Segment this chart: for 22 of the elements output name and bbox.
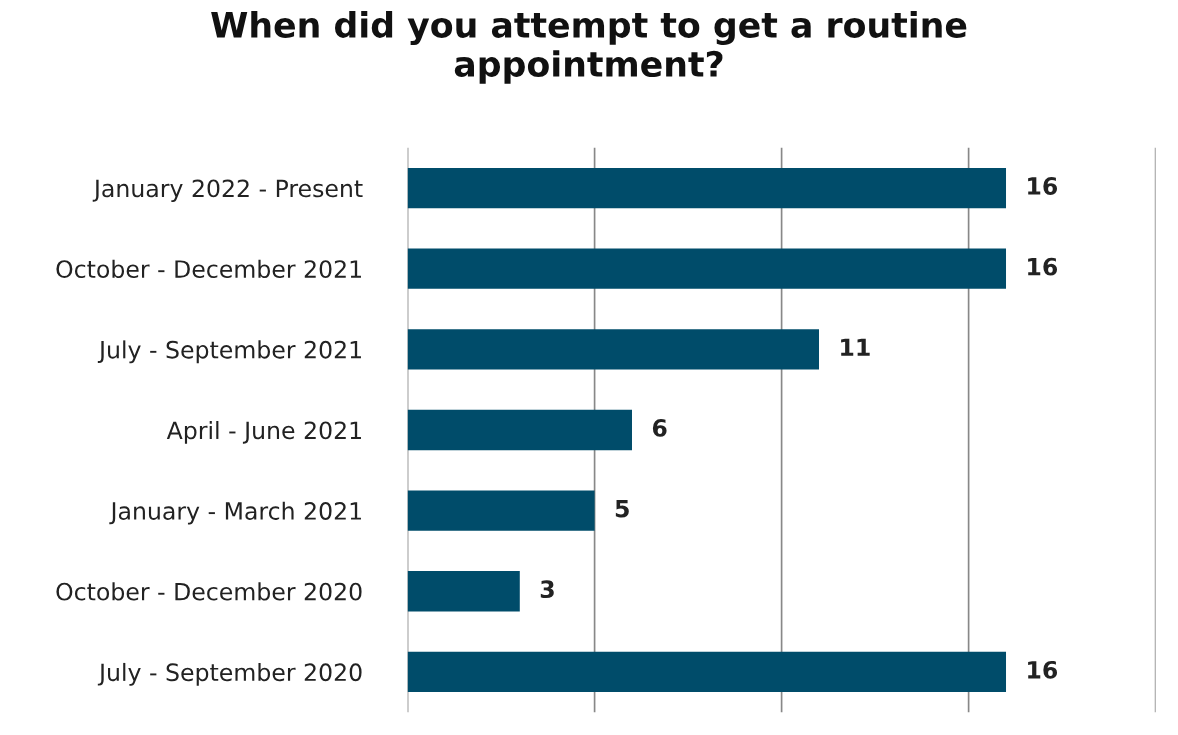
bar xyxy=(407,409,632,451)
data-label: 16 xyxy=(1028,177,1058,195)
bar xyxy=(407,651,1007,693)
data-label: 6 xyxy=(652,418,667,437)
y-tick-label: October - December 2021 xyxy=(56,259,361,278)
y-tick-label: July - September 2020 xyxy=(97,662,362,686)
bar xyxy=(407,571,520,612)
data-label: 5 xyxy=(615,499,629,518)
bar xyxy=(407,490,595,531)
bar xyxy=(407,167,1007,209)
chart-title: When did you attempt to get a routine appointment? xyxy=(211,11,967,84)
y-tick-label: January - March 2021 xyxy=(109,501,361,525)
data-label: 3 xyxy=(540,580,554,599)
y-tick-label: October - December 2020 xyxy=(56,582,362,601)
data-label: 16 xyxy=(1028,257,1058,276)
y-tick-label: April - June 2021 xyxy=(166,421,361,444)
y-tick-label: January 2022 - Present xyxy=(92,179,363,202)
data-label: 16 xyxy=(1028,660,1058,679)
bar xyxy=(407,329,819,370)
y-tick-label: July - September 2021 xyxy=(97,340,361,364)
data-label: 11 xyxy=(841,338,870,356)
bar xyxy=(407,248,1007,289)
